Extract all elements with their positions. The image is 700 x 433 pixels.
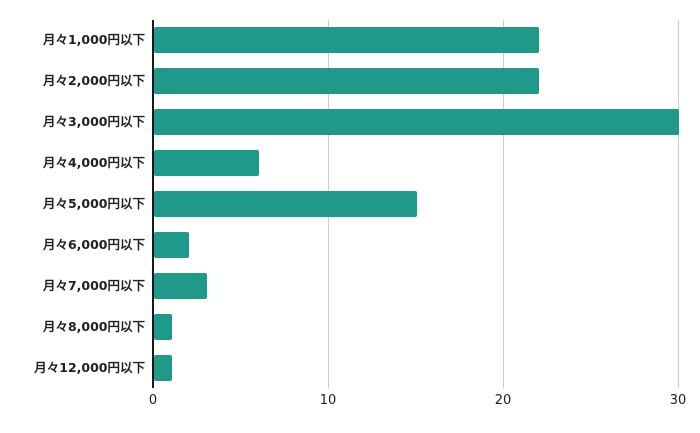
x-tick-label: 30 [669,393,687,408]
bar [154,313,172,340]
bar [154,354,172,381]
x-tick-label: 10 [319,393,337,408]
gridline-x-30 [678,20,679,388]
bar [154,109,679,136]
bar [154,272,207,299]
gridline-x-20 [503,20,504,388]
bar [154,68,539,95]
category-label: 月々7,000円以下 [42,277,145,293]
category-label: 月々3,000円以下 [42,114,145,130]
category-label: 月々12,000円以下 [34,359,145,375]
bar [154,231,189,258]
category-label: 月々4,000円以下 [42,155,145,171]
category-label: 月々6,000円以下 [42,236,145,252]
bar [154,191,417,217]
x-tick-label: 20 [494,393,512,408]
category-label: 月々1,000円以下 [42,32,145,48]
bar [154,150,259,177]
y-axis-line [152,20,154,388]
x-tick-label: 0 [148,393,158,408]
category-label: 月々2,000円以下 [42,73,145,89]
category-label: 月々8,000円以下 [42,318,145,334]
bar [154,27,539,54]
category-label: 月々5,000円以下 [42,196,145,211]
